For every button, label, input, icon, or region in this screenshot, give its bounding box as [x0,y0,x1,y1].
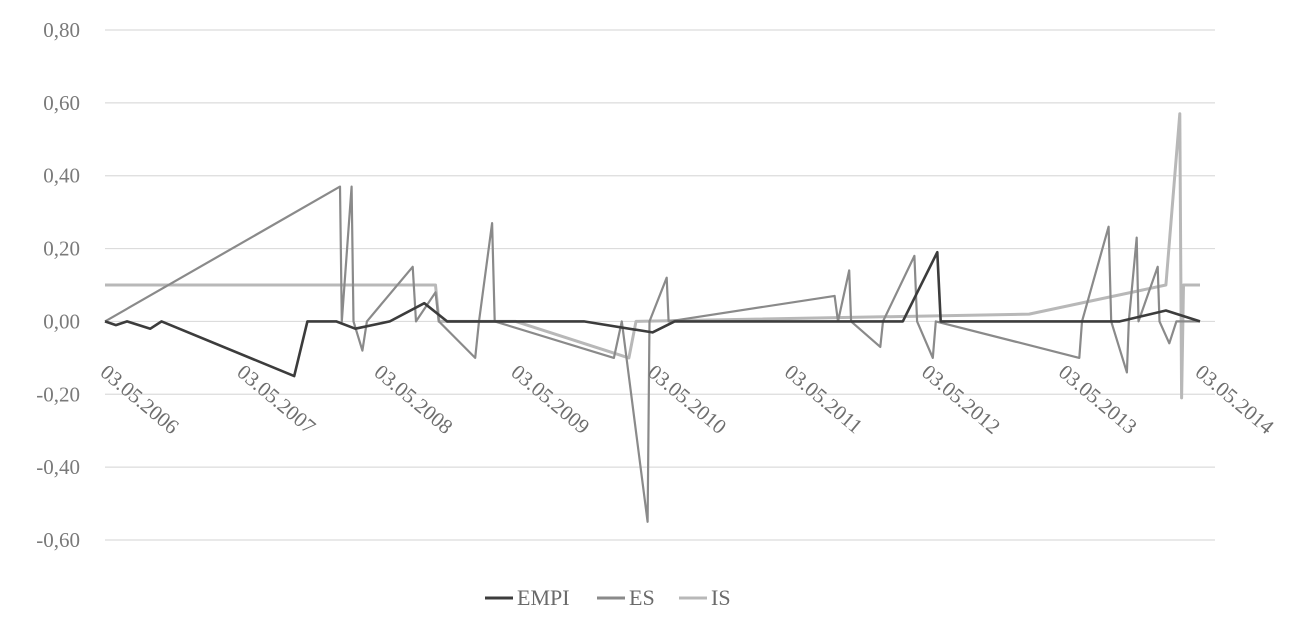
y-tick-label: -0,60 [36,528,80,552]
y-tick-label: 0,80 [43,18,80,42]
x-tick-label: 03.05.2014 [1191,360,1279,439]
y-tick-label: -0,20 [36,382,80,406]
y-tick-label: 0,60 [43,91,80,115]
series-line-es [104,185,1200,523]
y-tick-label: 0,00 [43,309,80,333]
x-axis-ticks: 03.05.2006 03.05.2007 03.05.2008 03.05.2009… [96,360,1279,439]
legend-label: ES [629,585,655,610]
x-tick-label: 03.05.2010 [643,360,731,439]
y-tick-label: 0,20 [43,237,80,261]
y-tick-label: -0,40 [36,455,80,479]
x-tick-label: 03.05.2007 [233,360,321,439]
series-lines [104,112,1201,523]
y-axis-ticks: 0,80 0,60 0,40 0,20 0,00 -0,20 -0,40 -0,60 [36,18,80,552]
legend: EMPI ES IS [485,585,731,610]
x-tick-label: 03.05.2013 [1054,360,1142,439]
legend-label: IS [711,585,731,610]
x-tick-label: 03.05.2009 [507,360,595,439]
x-tick-label: 03.05.2008 [370,360,458,439]
x-tick-label: 03.05.2006 [96,360,184,439]
x-tick-label: 03.05.2012 [917,360,1005,439]
legend-label: EMPI [517,585,570,610]
y-tick-label: 0,40 [43,164,80,188]
x-tick-label: 03.05.2011 [780,360,867,439]
series-line-empi [104,250,1201,378]
series-line-is [105,112,1200,400]
